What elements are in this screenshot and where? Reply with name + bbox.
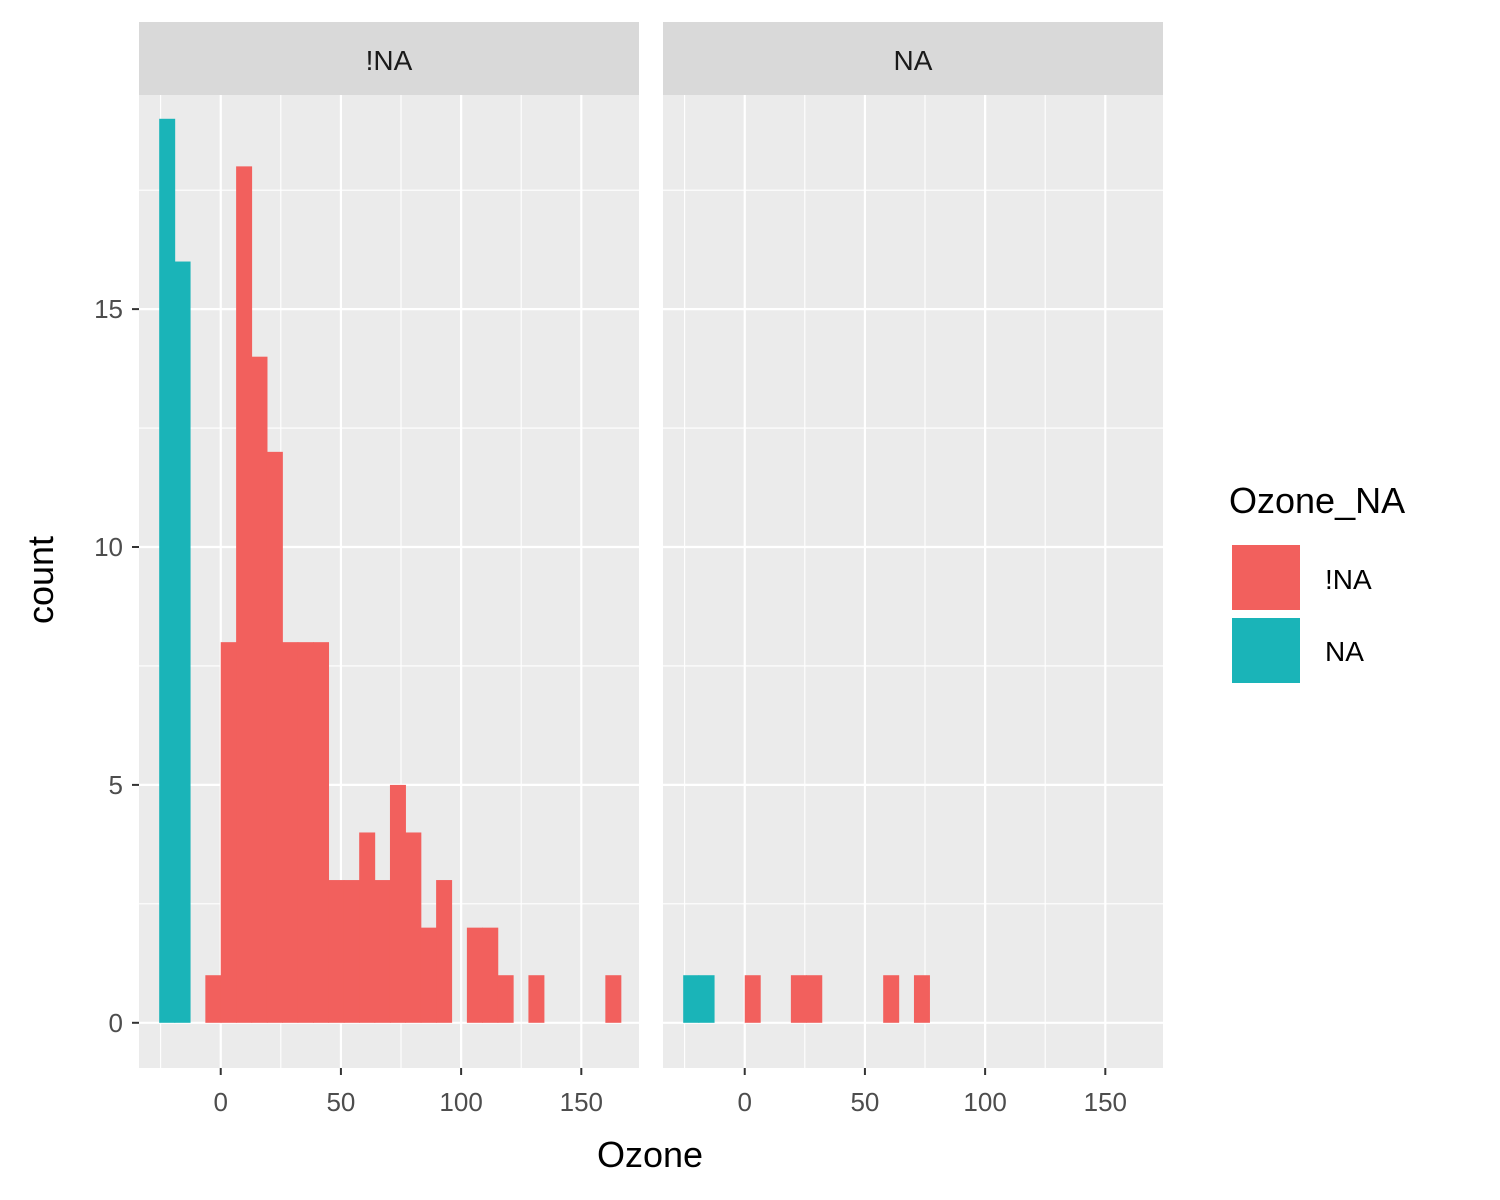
y-tick-label: 10 [94, 532, 123, 562]
histogram-bar [528, 975, 545, 1023]
y-tick-label: 0 [109, 1008, 123, 1038]
legend-label-notna: !NA [1325, 564, 1372, 595]
histogram-bar [605, 975, 622, 1023]
histogram-bar [374, 880, 391, 1023]
histogram-bar [913, 975, 930, 1023]
legend-title: Ozone_NA [1229, 480, 1405, 521]
histogram-bar [236, 166, 253, 1023]
facet-strip [139, 22, 639, 95]
legend-swatch-notna [1232, 545, 1300, 610]
histogram-bar [683, 975, 700, 1023]
y-tick-label: 15 [94, 294, 123, 324]
x-tick-label: 100 [963, 1087, 1006, 1117]
histogram-bar [297, 642, 314, 1023]
x-tick-label: 0 [737, 1087, 751, 1117]
histogram-bar [251, 356, 268, 1023]
histogram-bar [466, 927, 483, 1023]
facet-panel-1: !NA 0 50 100 150 0 5 10 15 [94, 22, 639, 1117]
plot-background [663, 95, 1163, 1068]
histogram-bar [266, 451, 283, 1023]
histogram-bar [436, 880, 453, 1023]
histogram-bar [420, 927, 437, 1023]
histogram-bar [744, 975, 761, 1023]
histogram-bar [359, 832, 376, 1023]
x-tick-label: 150 [1084, 1087, 1127, 1117]
histogram-bar [497, 975, 514, 1023]
facet-strip [663, 22, 1163, 95]
legend-label-na: NA [1325, 636, 1364, 667]
histogram-bar [389, 784, 406, 1023]
facet-panel-2: NA 0 50 100 150 [663, 22, 1163, 1117]
histogram-bar [205, 975, 222, 1023]
facet-strip-label: !NA [366, 45, 413, 76]
histogram-bar [698, 975, 715, 1023]
x-tick-label: 150 [560, 1087, 603, 1117]
y-axis-title: count [20, 536, 61, 624]
facet-strip-label: NA [894, 45, 933, 76]
y-tick-label: 5 [109, 770, 123, 800]
histogram-bar [883, 975, 900, 1023]
histogram-bar [405, 832, 422, 1023]
histogram-bar [343, 880, 360, 1023]
x-tick-label: 50 [850, 1087, 879, 1117]
x-tick-label: 100 [439, 1087, 482, 1117]
legend: Ozone_NA !NA NA [1229, 480, 1405, 683]
histogram-bar [282, 642, 299, 1023]
legend-swatch-na [1232, 618, 1300, 683]
x-axis-title: Ozone [597, 1134, 703, 1175]
x-tick-label: 0 [213, 1087, 227, 1117]
x-tick-label: 50 [326, 1087, 355, 1117]
histogram-bar [482, 927, 499, 1023]
histogram-bar [159, 118, 176, 1023]
histogram-bar [328, 880, 345, 1023]
histogram-bar [174, 261, 191, 1023]
histogram-bar [790, 975, 807, 1023]
facet-panels: !NA 0 50 100 150 0 5 10 15 NA 0 50 100 150 [94, 22, 1163, 1117]
histogram-bar [220, 642, 237, 1023]
histogram-bar [313, 642, 330, 1023]
histogram-bar [806, 975, 823, 1023]
